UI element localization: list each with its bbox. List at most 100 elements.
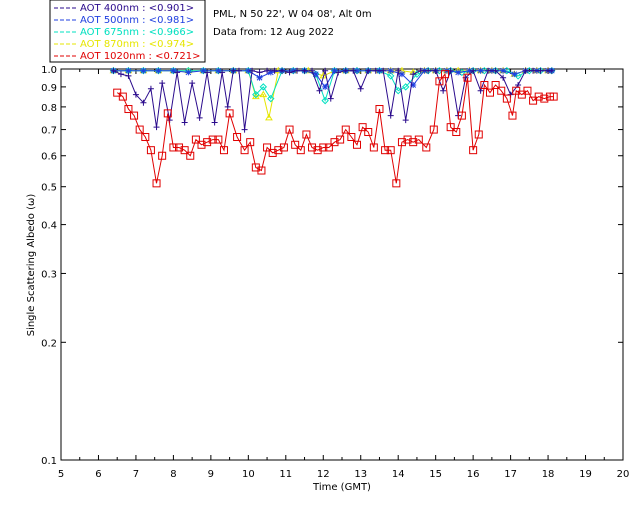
y-tick-label: 0.9 (41, 83, 57, 94)
data-point (180, 146, 189, 155)
data-point (259, 83, 268, 91)
data-point (422, 143, 431, 152)
data-point (204, 69, 211, 76)
data-point (170, 67, 177, 74)
series-line (113, 68, 552, 130)
data-point (117, 71, 124, 78)
data-point (208, 135, 217, 144)
data-point (435, 66, 444, 75)
data-point (147, 85, 154, 92)
data-point (534, 92, 543, 101)
data-point (380, 67, 387, 74)
site-info: PML, N 50 22', W 04 08', Alt 0m (213, 9, 372, 20)
data-point (497, 86, 506, 95)
x-tick-label: 5 (58, 469, 64, 480)
x-tick-label: 19 (579, 469, 592, 480)
data-point (256, 74, 263, 81)
data-point (387, 67, 394, 74)
data-point (357, 85, 364, 92)
data-point (474, 130, 483, 139)
data-point (322, 67, 329, 74)
data-point (141, 133, 150, 142)
data-point (372, 67, 379, 74)
data-point (375, 105, 384, 114)
x-tick-label: 11 (279, 469, 292, 480)
data-point (480, 66, 489, 75)
data-point (381, 146, 390, 155)
legend-entry: AOT 870nm : <0.974> (80, 39, 194, 50)
data-point (463, 73, 472, 82)
data-point (246, 138, 255, 147)
data-point (271, 67, 278, 74)
data-point (402, 117, 409, 124)
data-point (432, 67, 439, 74)
data-date: Data from: 12 Aug 2022 (213, 27, 334, 38)
data-point (181, 119, 188, 126)
data-point (529, 96, 538, 105)
data-point (514, 72, 522, 80)
data-point (252, 90, 260, 99)
data-point (308, 143, 317, 152)
data-point (118, 92, 127, 101)
data-point (386, 146, 395, 155)
data-point (429, 125, 438, 134)
data-point (140, 67, 147, 74)
data-point (313, 146, 322, 155)
data-point (152, 179, 161, 188)
data-point (279, 143, 288, 152)
data-point (169, 143, 178, 152)
data-point (417, 67, 424, 74)
data-point (256, 69, 263, 76)
data-point (302, 130, 311, 139)
data-point (241, 126, 248, 133)
x-tick-label: 9 (208, 469, 214, 480)
data-point (285, 125, 294, 134)
data-point (211, 119, 218, 126)
x-tick-label: 7 (133, 469, 139, 480)
y-tick-label: 0.4 (41, 221, 57, 232)
x-tick-label: 6 (95, 469, 101, 480)
data-point (321, 96, 329, 105)
data-point (296, 146, 305, 155)
data-point (477, 67, 484, 74)
data-point (540, 94, 549, 103)
x-tick-label: 8 (170, 469, 176, 480)
data-point (235, 67, 242, 74)
data-point (124, 105, 133, 114)
data-point (500, 74, 507, 81)
data-point (240, 146, 249, 155)
data-point (153, 124, 160, 131)
data-point (175, 143, 184, 152)
data-point (155, 67, 162, 74)
data-point (130, 111, 139, 120)
data-point (265, 113, 273, 121)
series-line (116, 72, 554, 184)
data-point (508, 111, 517, 120)
legend-entry: AOT 1020nm : <0.721> (80, 51, 200, 62)
data-point (174, 69, 181, 76)
data-point (219, 146, 228, 155)
data-point (398, 71, 405, 78)
data-point (365, 67, 372, 74)
data-point (358, 123, 367, 132)
data-point (301, 67, 308, 74)
x-tick-label: 13 (354, 469, 367, 480)
data-point (470, 67, 477, 74)
data-point (319, 143, 328, 152)
data-point (548, 67, 555, 74)
data-point (353, 67, 360, 74)
data-point (200, 67, 207, 74)
data-point (163, 109, 172, 118)
data-point (401, 83, 410, 91)
data-point (403, 135, 412, 144)
data-point (387, 112, 394, 119)
data-point (135, 125, 144, 134)
x-tick-label: 20 (617, 469, 630, 480)
data-point (525, 66, 534, 75)
legend-entry: AOT 500nm : <0.981> (80, 15, 194, 26)
x-tick-label: 17 (504, 469, 517, 480)
data-point (191, 135, 200, 144)
data-point (485, 67, 492, 74)
y-tick-label: 1.0 (41, 65, 57, 76)
data-point (197, 140, 206, 149)
